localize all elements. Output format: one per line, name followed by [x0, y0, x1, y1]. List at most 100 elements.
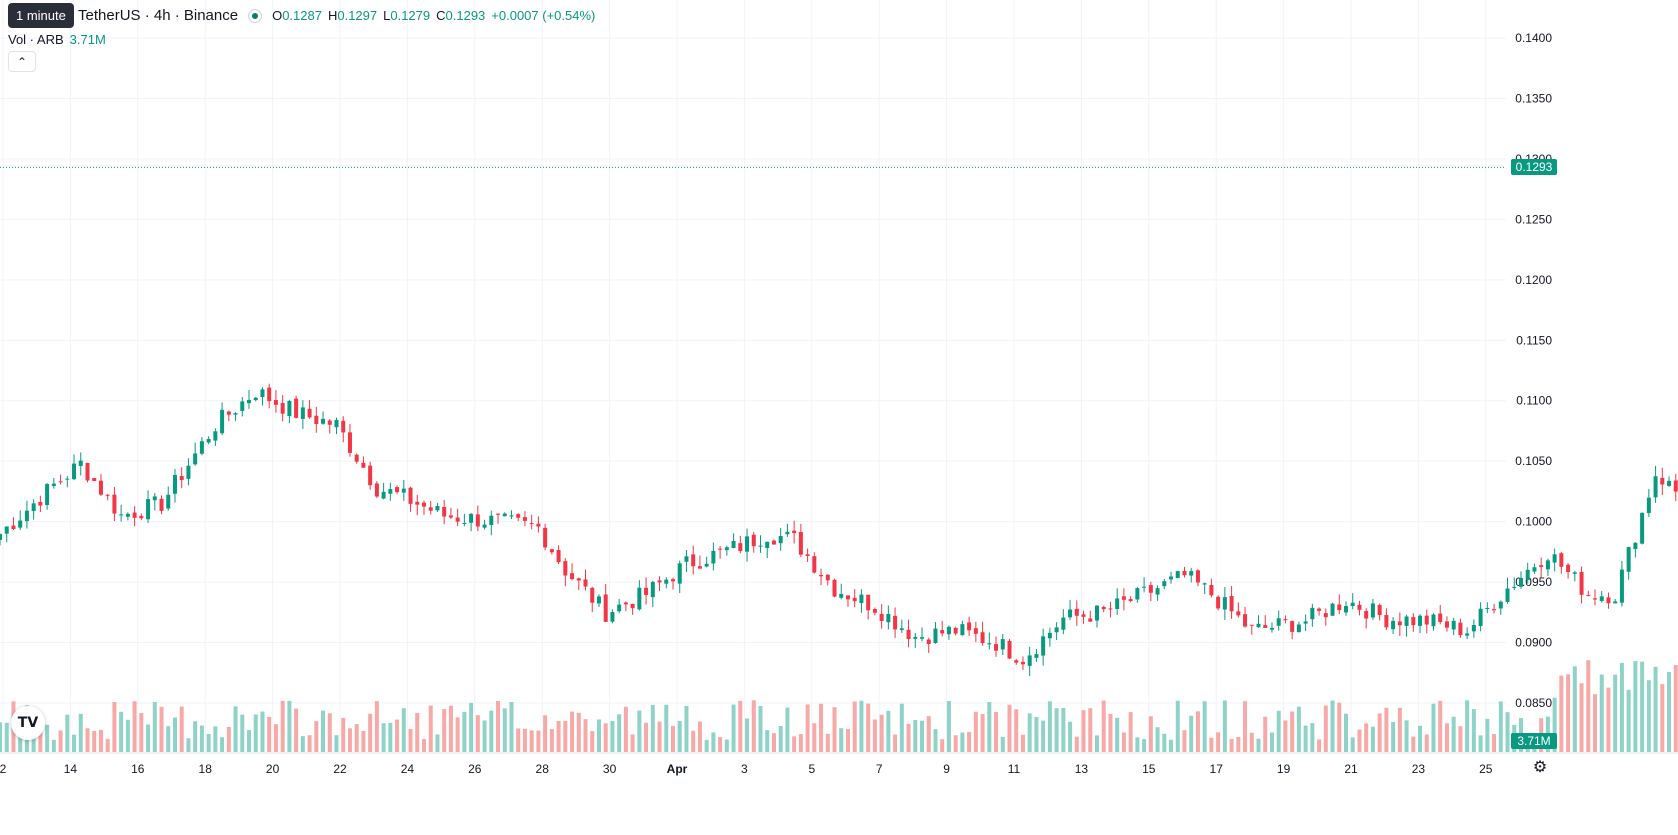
volume-bar: [1108, 713, 1113, 752]
candle-body: [1418, 615, 1423, 626]
candle-body: [462, 522, 467, 524]
candle-body: [745, 536, 750, 552]
price-axis-label: 0.0950: [1515, 575, 1552, 589]
candle-body: [199, 441, 204, 454]
candle-body: [1424, 615, 1429, 625]
candle-body: [1047, 632, 1052, 639]
volume-bar: [1094, 735, 1099, 752]
volume-bar: [1283, 720, 1288, 752]
candle-body: [1566, 564, 1571, 572]
candle-body: [1020, 661, 1025, 665]
volume-bar: [166, 726, 171, 752]
volume-bar: [1256, 738, 1261, 752]
candle-body: [509, 515, 514, 517]
candle-body: [388, 489, 393, 494]
candle-body: [105, 494, 110, 496]
candle-body: [556, 550, 561, 563]
candle-body: [920, 637, 925, 639]
volume-bar: [45, 724, 50, 752]
candle-body: [1256, 623, 1261, 628]
candle-body: [1667, 480, 1672, 486]
candle-body: [1209, 584, 1214, 596]
volume-bar: [1276, 710, 1281, 752]
volume-bar: [448, 705, 453, 752]
tradingview-logo[interactable]: TV: [11, 706, 45, 740]
volume-bar: [1014, 709, 1019, 752]
volume-bar: [1323, 705, 1328, 752]
candle-body: [805, 554, 810, 557]
volume-bar: [926, 716, 931, 752]
candle-body: [1492, 609, 1497, 611]
candle-body: [798, 531, 803, 555]
candle-body: [1377, 604, 1382, 616]
candle-body: [226, 411, 231, 415]
candle-body: [792, 530, 797, 534]
volume-bar: [536, 730, 541, 752]
candle-body: [1283, 619, 1288, 621]
volume-bar: [1451, 716, 1456, 752]
low-label: L: [383, 8, 391, 23]
volume-bar: [1377, 713, 1382, 752]
candle-body: [1397, 621, 1402, 626]
candle-body: [1579, 571, 1584, 595]
candle-body: [92, 478, 97, 481]
gear-icon[interactable]: ⚙: [1532, 759, 1548, 776]
candle-body: [159, 498, 164, 511]
volume-bar: [341, 717, 346, 752]
candle-body: [879, 613, 884, 621]
candle-body: [287, 400, 292, 417]
candle-body: [125, 513, 130, 517]
volume-bar: [105, 738, 110, 752]
volume-bar: [1068, 721, 1073, 752]
date-axis-label: 19: [1277, 762, 1291, 776]
candle-body: [327, 420, 332, 425]
volume-bar: [691, 730, 696, 752]
candle-body: [1364, 610, 1369, 619]
candle-body: [51, 483, 56, 487]
candle-body: [206, 438, 211, 443]
market-status-icon[interactable]: [248, 8, 263, 23]
volume-bar: [0, 722, 2, 752]
candle-body: [408, 487, 413, 504]
candle-body: [1411, 617, 1416, 626]
candle-body: [1189, 571, 1194, 576]
candle-body: [1094, 605, 1099, 621]
candle-body: [1269, 627, 1274, 630]
candle-body: [1317, 608, 1322, 611]
candle-body: [401, 488, 406, 493]
volume-bar: [610, 720, 615, 752]
volume-bar: [368, 713, 373, 752]
candle-body: [1101, 606, 1106, 610]
candle-body: [1444, 621, 1449, 628]
volume-bar: [556, 720, 561, 752]
volume-bar: [401, 708, 406, 752]
volume-bar: [664, 704, 669, 752]
candle-body: [1572, 572, 1577, 574]
volume-bar: [496, 701, 501, 752]
candle-body: [482, 524, 487, 528]
candle-body: [1121, 596, 1126, 600]
volume-bar: [1061, 708, 1066, 752]
symbol-title[interactable]: TetherUS · 4h · Binance: [78, 7, 239, 24]
candle-body: [233, 413, 238, 415]
volume-bar: [859, 700, 864, 752]
collapse-legend-button[interactable]: ⌃: [8, 51, 36, 72]
candle-body: [1344, 606, 1348, 613]
candle-body: [953, 627, 958, 634]
volume-bar: [1209, 737, 1214, 752]
volume-bar: [617, 714, 622, 752]
volume-bar: [112, 702, 117, 752]
candle-body: [435, 506, 440, 511]
volume-bar: [294, 708, 299, 752]
volume-legend[interactable]: Vol · ARB 3.71M: [8, 32, 106, 47]
volume-bar: [711, 732, 716, 752]
price-axis-label: 0.0900: [1515, 636, 1552, 650]
volume-bar: [718, 737, 723, 752]
candle-body: [347, 432, 352, 453]
volume-bar: [334, 735, 339, 752]
volume-bar: [1646, 680, 1651, 752]
volume-bar: [1296, 706, 1301, 752]
candle-body: [671, 579, 675, 582]
